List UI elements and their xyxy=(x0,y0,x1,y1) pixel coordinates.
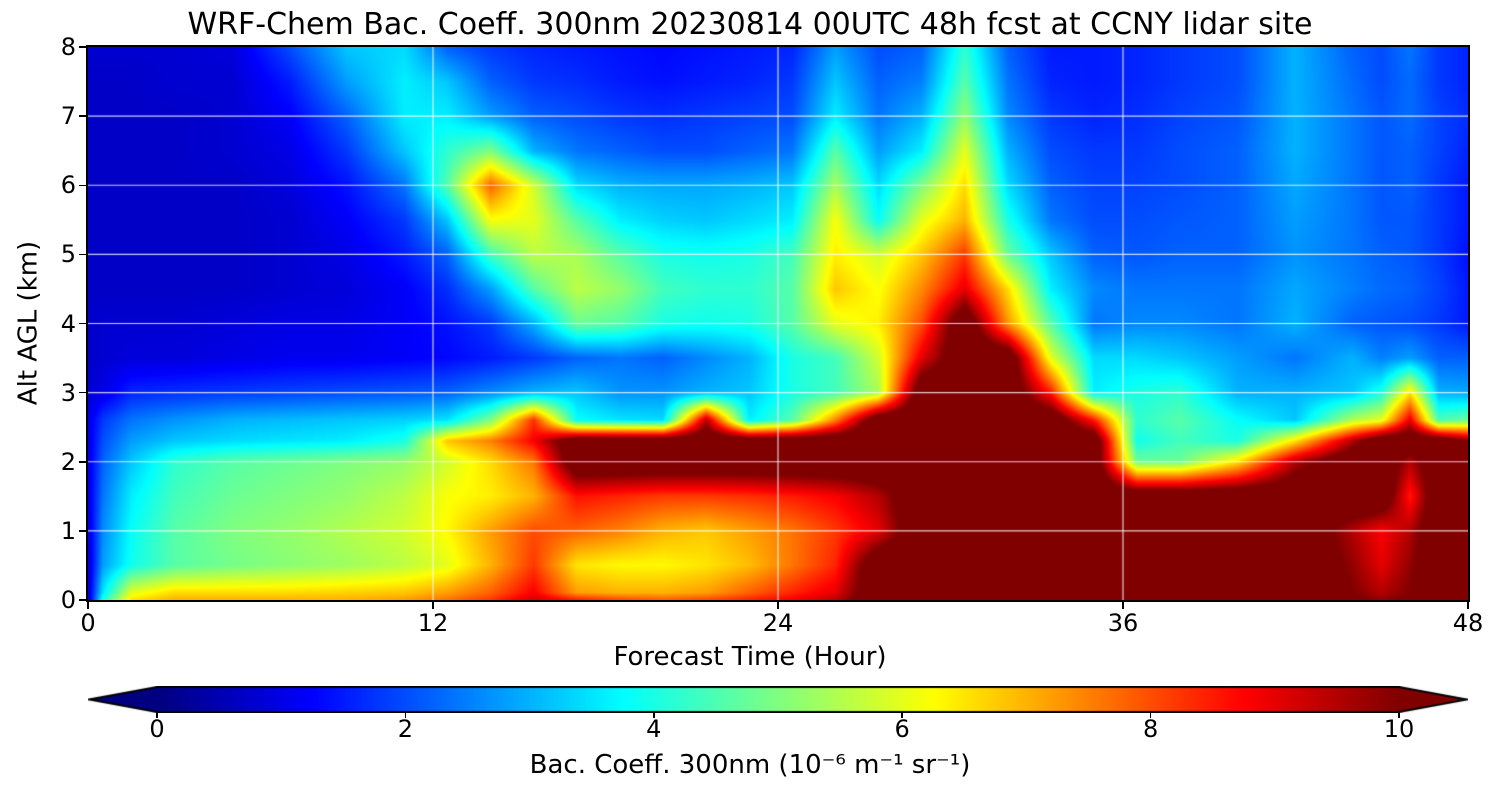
colorbar-tick-label: 2 xyxy=(397,715,414,743)
x-tick-mark xyxy=(1467,602,1469,609)
y-tick-mark xyxy=(79,461,86,463)
colorbar-tick-mark xyxy=(1398,713,1400,718)
x-tick-mark xyxy=(1122,602,1124,609)
colorbar-tick-label: 10 xyxy=(1383,715,1415,743)
y-tick-label: 4 xyxy=(60,309,76,338)
colorbar-tick-mark xyxy=(1149,713,1152,718)
x-tick-mark xyxy=(777,602,779,609)
y-tick-label: 2 xyxy=(60,447,76,476)
colorbar-tick-mark xyxy=(404,713,407,718)
x-tick-label: 24 xyxy=(762,609,794,637)
colorbar-label: Bac. Coeff. 300nm (10⁻⁶ m⁻¹ sr⁻¹) xyxy=(529,750,971,780)
y-tick-label: 0 xyxy=(60,586,76,614)
y-tick-label: 8 xyxy=(60,33,76,61)
y-tick-mark xyxy=(79,322,86,325)
y-tick-mark xyxy=(79,46,86,48)
y-tick-mark xyxy=(79,184,86,186)
colorbar-tick-label: 8 xyxy=(1142,715,1159,743)
colorbar-canvas xyxy=(88,686,1468,713)
x-axis-label: Forecast Time (Hour) xyxy=(613,642,887,672)
colorbar-tick-label: 4 xyxy=(646,715,662,743)
x-tick-label: 36 xyxy=(1107,609,1139,637)
y-tick-mark xyxy=(79,253,86,256)
y-tick-label: 6 xyxy=(60,171,76,200)
y-tick-mark xyxy=(79,115,86,117)
x-tick-label: 12 xyxy=(417,609,449,637)
y-tick-mark xyxy=(79,599,86,601)
colorbar-tick-mark xyxy=(156,713,158,718)
heatmap-canvas xyxy=(88,47,1468,600)
y-tick-label: 7 xyxy=(60,102,76,131)
y-tick-label: 1 xyxy=(60,516,76,545)
colorbar-tick-label: 6 xyxy=(894,715,910,743)
plot-area xyxy=(86,45,1470,602)
x-tick-label: 48 xyxy=(1452,609,1484,637)
y-tick-mark xyxy=(79,391,86,394)
x-tick-label: 0 xyxy=(80,609,96,637)
y-tick-mark xyxy=(79,530,86,532)
colorbar-tick-mark xyxy=(653,713,655,718)
colorbar-tick-label: 0 xyxy=(149,715,165,743)
y-tick-label: 3 xyxy=(60,378,76,407)
x-tick-mark xyxy=(432,602,434,609)
y-tick-label: 5 xyxy=(60,240,76,269)
colorbar-tick-mark xyxy=(901,713,903,718)
x-tick-mark xyxy=(87,602,89,609)
chart-title: WRF-Chem Bac. Coeff. 300nm 20230814 00UT… xyxy=(187,7,1313,42)
